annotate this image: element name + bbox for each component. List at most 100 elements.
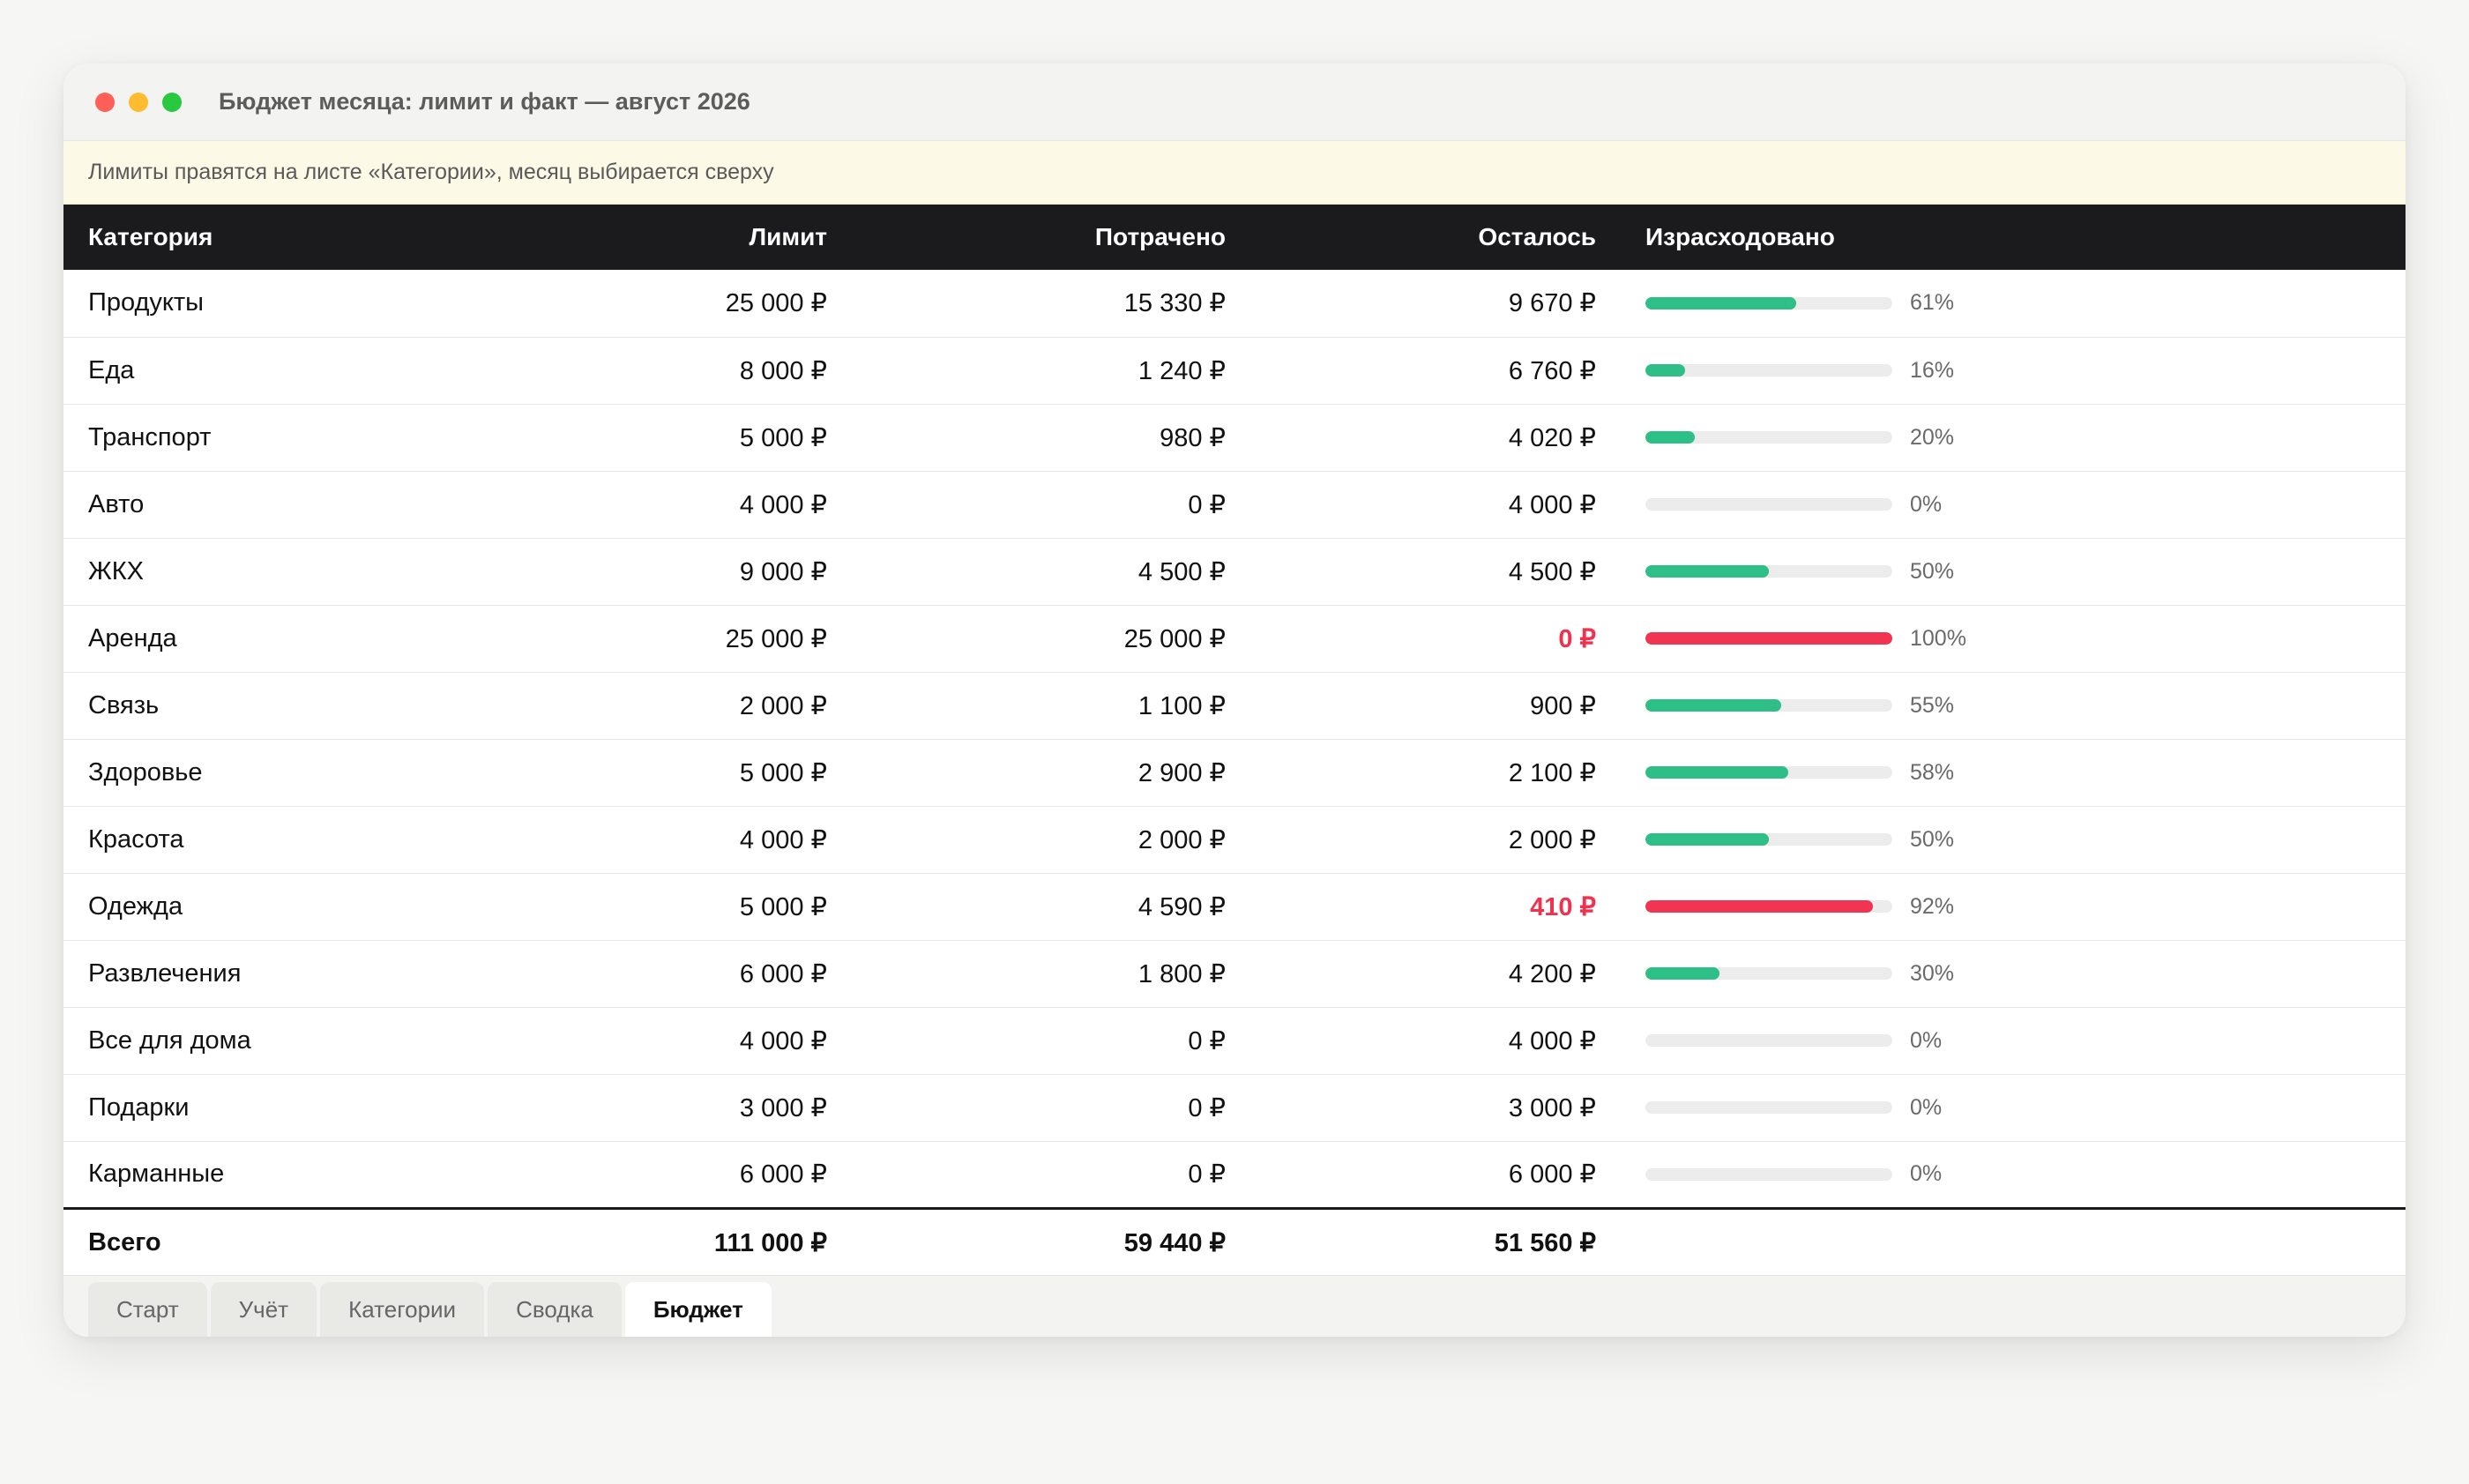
usage-progress-bar [1645,900,1892,913]
limit-cell: 3 000 ₽ [601,1074,848,1142]
used-cell: 100% [1617,605,2406,673]
table-row: Красота 4 000 ₽2 000 ₽2 000 ₽50% [63,806,2406,874]
table-row: Все для дома 4 000 ₽0 ₽4 000 ₽0% [63,1007,2406,1075]
usage-progress-bar [1645,498,1892,511]
remaining-cell: 0 ₽ [1247,605,1617,673]
header-limit: Лимит [601,205,848,270]
usage-progress-bar [1645,1101,1892,1114]
total-spent: 59 440 ₽ [848,1206,1247,1277]
category-cell: Одежда [63,873,601,941]
used-cell: 55% [1617,672,2406,740]
usage-percent: 92% [1910,893,1955,919]
category-cell: Развлечения [63,940,601,1008]
spent-cell: 0 ₽ [848,1074,1247,1142]
usage-percent: 0% [1910,1094,1943,1120]
remaining-cell: 4 500 ₽ [1247,538,1617,606]
usage-percent: 55% [1910,692,1955,718]
category-cell: Еда [63,337,601,405]
remaining-cell: 6 760 ₽ [1247,337,1617,405]
category-cell: Аренда [63,605,601,673]
usage-progress-fill [1645,967,1719,980]
spent-cell: 4 590 ₽ [848,873,1247,941]
usage-indicator: 50% [1645,559,2405,585]
spent-cell: 15 330 ₽ [848,270,1247,338]
category-cell: Связь [63,672,601,740]
spent-cell: 0 ₽ [848,1141,1247,1209]
remaining-cell: 6 000 ₽ [1247,1141,1617,1209]
usage-indicator: 16% [1645,358,2405,384]
tab-sheet-1[interactable]: Старт [88,1282,207,1337]
used-cell: 92% [1617,873,2406,941]
header-used: Израсходовано [1617,205,2406,270]
usage-progress-bar [1645,1167,1892,1181]
remaining-cell: 4 200 ₽ [1247,940,1617,1008]
usage-indicator: 0% [1645,492,2405,518]
tab-sheet-5[interactable]: Бюджет [624,1282,772,1337]
table-body: Продукты 25 000 ₽15 330 ₽9 670 ₽61% Еда 8 0… [63,270,2406,1209]
maximize-window-button[interactable] [162,92,182,112]
usage-progress-bar [1645,632,1892,645]
remaining-cell: 900 ₽ [1247,672,1617,740]
used-cell: 20% [1617,404,2406,472]
limit-cell: 6 000 ₽ [601,940,848,1008]
usage-indicator: 100% [1645,626,2405,652]
used-cell: 58% [1617,739,2406,807]
total-remaining: 51 560 ₽ [1247,1206,1617,1277]
used-cell: 30% [1617,940,2406,1008]
usage-progress-bar [1645,833,1892,846]
tab-sheet-4[interactable]: Сводка [488,1282,622,1337]
spent-cell: 0 ₽ [848,1007,1247,1075]
table-row: ЖКХ 9 000 ₽4 500 ₽4 500 ₽50% [63,538,2406,606]
usage-indicator: 55% [1645,693,2405,719]
category-cell: Авто [63,471,601,539]
table-row: Связь 2 000 ₽1 100 ₽900 ₽ 55% [63,672,2406,740]
tab-sheet-3[interactable]: Категории [320,1282,485,1337]
table-row: Подарки 3 000 ₽0 ₽3 000 ₽0% [63,1074,2406,1142]
category-cell: Подарки [63,1074,601,1142]
header-spent: Потрачено [848,205,1247,270]
limit-cell: 4 000 ₽ [601,806,848,874]
spent-cell: 25 000 ₽ [848,605,1247,673]
total-limit: 111 000 ₽ [601,1206,848,1277]
usage-percent: 61% [1910,290,1955,316]
usage-progress-bar [1645,364,1892,377]
usage-indicator: 0% [1645,1161,2405,1187]
usage-percent: 0% [1910,491,1943,517]
used-cell: 0% [1617,471,2406,539]
used-cell: 50% [1617,806,2406,874]
category-cell: Красота [63,806,601,874]
total-label: Всего [63,1206,601,1277]
limit-cell: 4 000 ₽ [601,471,848,539]
minimize-window-button[interactable] [129,92,148,112]
table-row: Еда 8 000 ₽1 240 ₽6 760 ₽ 16% [63,337,2406,405]
table-row: Развлечения 6 000 ₽1 800 ₽4 200 ₽ 30% [63,940,2406,1008]
usage-progress-fill [1645,833,1769,846]
usage-progress-fill [1645,431,1695,444]
total-used-empty [1617,1206,2406,1277]
table-row: Одежда 5 000 ₽4 590 ₽410 ₽ 92% [63,873,2406,941]
budget-table: Категория Лимит Потрачено Осталось Израс… [63,205,2406,1277]
usage-progress-fill [1645,632,1892,645]
table-row: Аренда 25 000 ₽25 000 ₽0 ₽100% [63,605,2406,673]
used-cell: 61% [1617,270,2406,338]
usage-indicator: 30% [1645,961,2405,987]
tab-sheet-2[interactable]: Учёт [210,1282,317,1337]
limit-cell: 5 000 ₽ [601,739,848,807]
total-row: Всего 111 000 ₽ 59 440 ₽ 51 560 ₽ [63,1206,2406,1277]
close-window-button[interactable] [95,92,115,112]
category-cell: Все для дома [63,1007,601,1075]
spent-cell: 2 900 ₽ [848,739,1247,807]
used-cell: 0% [1617,1007,2406,1075]
usage-progress-bar [1645,1034,1892,1047]
remaining-cell: 9 670 ₽ [1247,270,1617,338]
table-row: Авто 4 000 ₽0 ₽4 000 ₽0% [63,471,2406,539]
usage-percent: 100% [1910,625,1966,651]
info-notice: Лимиты правятся на листе «Категории», ме… [63,141,2406,205]
category-cell: Продукты [63,270,601,338]
limit-cell: 4 000 ₽ [601,1007,848,1075]
window-title: Бюджет месяца: лимит и факт — август 202… [219,88,750,115]
limit-cell: 2 000 ₽ [601,672,848,740]
usage-progress-bar [1645,766,1892,779]
usage-percent: 58% [1910,759,1955,785]
usage-progress-fill [1645,296,1796,309]
